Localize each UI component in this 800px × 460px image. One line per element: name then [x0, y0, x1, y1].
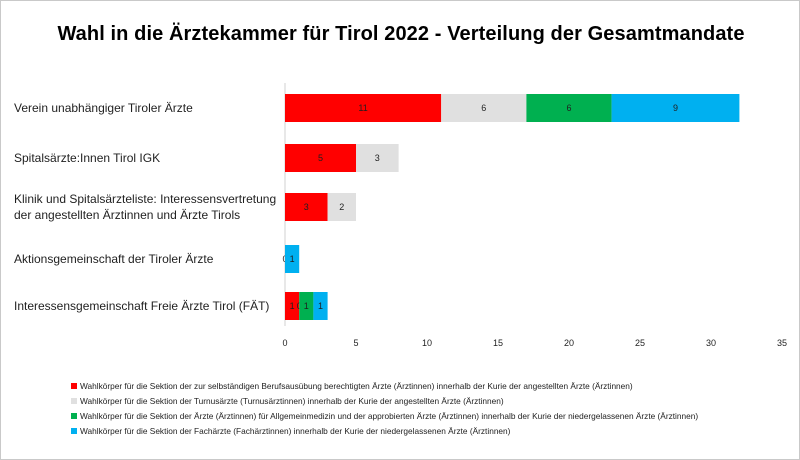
bar-segment: [285, 193, 328, 221]
data-label: 3: [304, 202, 309, 212]
x-tick-label: 0: [282, 338, 287, 348]
category-label: Verein unabhängiger Tiroler Ärzte: [14, 101, 193, 115]
x-tick-label: 5: [353, 338, 358, 348]
bar-segment: [611, 94, 740, 122]
data-label: 2: [339, 202, 344, 212]
legend-label: Wahlkörper für die Sektion der Turnusärz…: [80, 395, 504, 406]
data-label: 9: [673, 103, 678, 113]
bar-segment: [299, 292, 314, 320]
data-label: 1: [290, 301, 295, 311]
bar-segment: [285, 144, 356, 172]
data-label: 11: [358, 103, 367, 113]
legend-label: Wahlkörper für die Sektion der Ärzte (Är…: [80, 410, 699, 421]
bar-segment: [285, 292, 300, 320]
stacked-bar-chart: Verein unabhängiger Tiroler Ärzte Spitals…: [14, 83, 787, 348]
data-label: 1: [304, 301, 309, 311]
bar-segment: [285, 245, 300, 273]
bar-segment: [327, 193, 356, 221]
chart-title: Wahl in die Ärztekammer für Tirol 2022 -…: [57, 23, 745, 45]
data-label: 1: [290, 254, 295, 264]
bar-segment: [526, 94, 612, 122]
x-tick-label: 30: [706, 338, 716, 348]
x-tick-label: 25: [635, 338, 645, 348]
legend-item: Wahlkörper für die Sektion der Ärzte (Är…: [71, 409, 791, 422]
category-label: Klinik und Spitalsärzteliste: Interessen…: [14, 192, 276, 206]
bar-segment: [441, 94, 527, 122]
legend-item: Wahlkörper für die Sektion der zur selbs…: [71, 379, 791, 392]
bar-segment: [356, 144, 399, 172]
data-label: 3: [375, 153, 380, 163]
x-tick-label: 10: [422, 338, 432, 348]
data-label: 6: [566, 103, 571, 113]
x-tick-label: 20: [564, 338, 574, 348]
category-label: der angestellten Ärztinnen und Ärzte Tir…: [14, 208, 240, 222]
x-tick-label: 35: [777, 338, 787, 348]
chart-legend: Wahlkörper für die Sektion der zur selbs…: [71, 379, 791, 439]
legend-label: Wahlkörper für die Sektion der zur selbs…: [80, 380, 633, 391]
data-label: 5: [318, 153, 323, 163]
legend-swatch: [71, 427, 77, 434]
category-label: Aktionsgemeinschaft der Tiroler Ärzte: [14, 252, 214, 266]
legend-item: Wahlkörper für die Sektion der Fachärzte…: [71, 424, 791, 437]
legend-item: Wahlkörper für die Sektion der Turnusärz…: [71, 394, 791, 407]
category-label: Interessensgemeinschaft Freie Ärzte Tiro…: [14, 299, 269, 313]
data-label: 1: [318, 301, 323, 311]
data-label: 6: [481, 103, 486, 113]
bar-segment: [313, 292, 328, 320]
legend-label: Wahlkörper für die Sektion der Fachärzte…: [80, 425, 511, 436]
x-tick-label: 15: [493, 338, 503, 348]
legend-swatch: [71, 412, 77, 419]
bar-segment: [285, 94, 442, 122]
legend-swatch: [71, 382, 77, 389]
legend-swatch: [71, 397, 77, 404]
category-label: Spitalsärzte:Innen Tirol IGK: [14, 151, 160, 165]
